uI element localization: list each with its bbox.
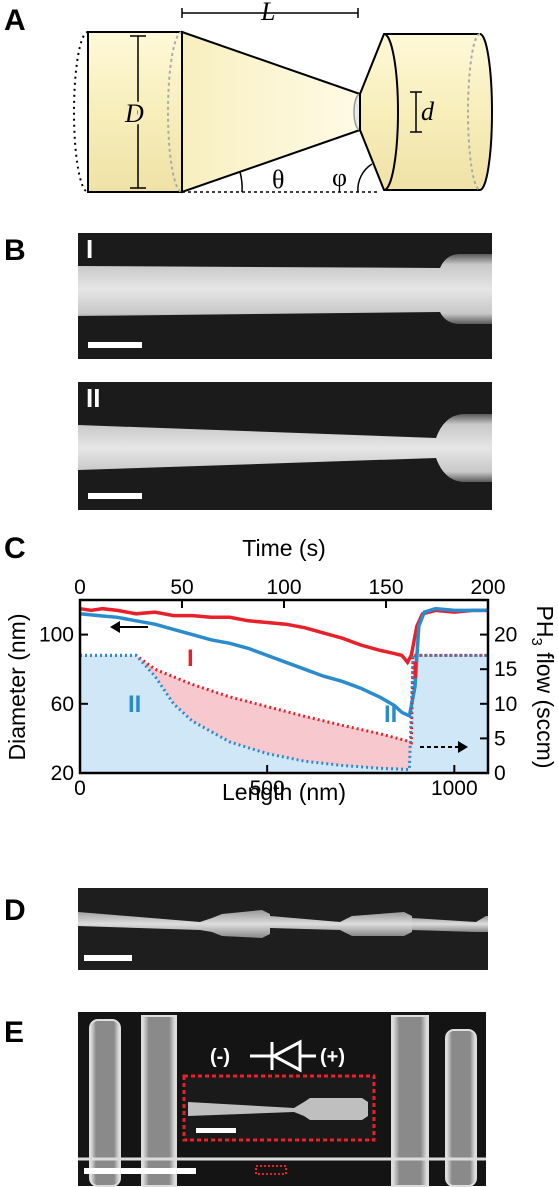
top-tick-label: 200 bbox=[470, 576, 505, 599]
sem-label-I: I bbox=[86, 234, 93, 264]
series-line-1 bbox=[79, 606, 488, 719]
label-D: D bbox=[124, 99, 144, 128]
top-axis-title: Time (s) bbox=[242, 535, 325, 561]
series-line-3 bbox=[80, 653, 488, 772]
x-tick-label: 0 bbox=[74, 777, 86, 800]
scale-bar bbox=[88, 493, 142, 499]
y-right-tick-label: 10 bbox=[494, 693, 517, 716]
y-left-axis-title: Diameter (nm) bbox=[4, 614, 30, 761]
x-axis-title: Length (nm) bbox=[222, 779, 346, 805]
diode-symbol-icon bbox=[250, 1039, 316, 1073]
panel-a-nanowire-schematic: L D θ φ d bbox=[73, 0, 493, 194]
scale-bar bbox=[88, 342, 142, 348]
top-tick-label: 0 bbox=[74, 576, 86, 599]
difference-area-fill bbox=[136, 655, 412, 770]
series-label-I-dashed: I bbox=[187, 645, 194, 672]
y-right-tick-label: 15 bbox=[494, 658, 517, 681]
panel-letter-b: B bbox=[4, 234, 26, 267]
y-right-tick-label: 20 bbox=[494, 624, 517, 647]
panel-b-sem-images: I II bbox=[78, 233, 492, 510]
scale-bar bbox=[196, 1128, 236, 1133]
series-label-II-solid: II bbox=[384, 701, 397, 728]
sem-image-II: II bbox=[78, 382, 492, 510]
label-d: d bbox=[421, 97, 435, 126]
sem-label-II: II bbox=[86, 383, 100, 413]
panel-letter-c: C bbox=[4, 532, 26, 565]
panel-letter-a: A bbox=[4, 4, 26, 37]
diode-minus-label: (-) bbox=[210, 1046, 230, 1068]
diode-plus-label: (+) bbox=[320, 1046, 345, 1068]
top-tick-label: 50 bbox=[170, 576, 193, 599]
scale-bar bbox=[84, 955, 132, 961]
panel-letter-e: E bbox=[4, 1016, 25, 1049]
panel-letter-d: D bbox=[4, 894, 26, 927]
y-right-axis-title: PH3 flow (sccm) bbox=[528, 606, 558, 769]
y-right-tick-label: 5 bbox=[494, 727, 506, 750]
x-tick-label: 1000 bbox=[431, 777, 478, 800]
y-left-tick-label: 100 bbox=[39, 624, 74, 647]
x-tick-label: 500 bbox=[250, 777, 285, 800]
label-phi: φ bbox=[332, 163, 347, 192]
series-label-II-dashed: II bbox=[128, 691, 141, 718]
y-right-tick-label: 0 bbox=[494, 762, 506, 785]
sem-image-I: I bbox=[78, 233, 492, 359]
panel-e-sem-image: (-) (+) bbox=[78, 1012, 486, 1187]
series-label-I-solid: I bbox=[412, 657, 419, 684]
top-tick-label: 100 bbox=[266, 576, 301, 599]
scale-bar bbox=[84, 1168, 196, 1174]
label-theta: θ bbox=[272, 165, 284, 194]
y-left-tick-label: 60 bbox=[51, 693, 74, 716]
panel-d-sem-image bbox=[78, 888, 488, 970]
y-left-tick-label: 20 bbox=[51, 762, 74, 785]
top-tick-label: 150 bbox=[368, 576, 403, 599]
label-l: L bbox=[260, 0, 275, 26]
